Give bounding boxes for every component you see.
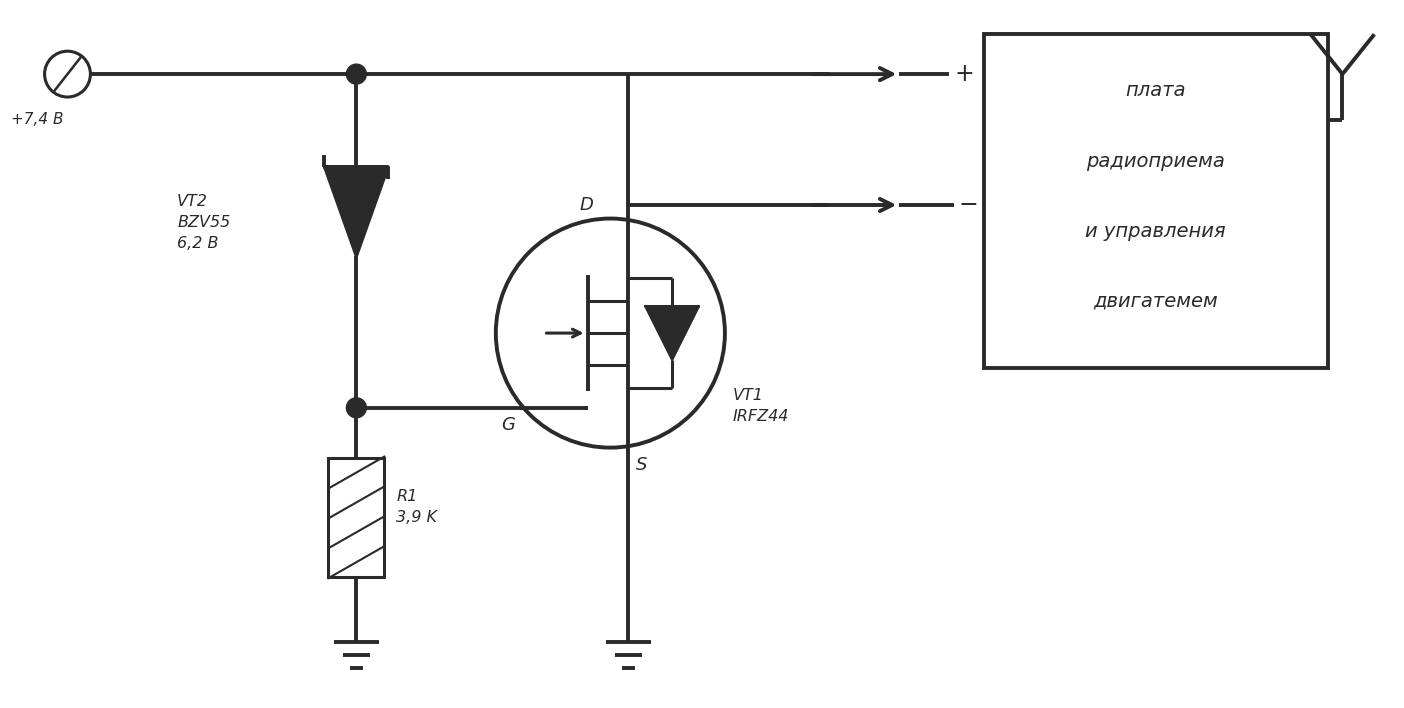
Polygon shape [324, 167, 389, 256]
Text: +7,4 В: +7,4 В [11, 112, 63, 127]
Bar [984, 34, 1328, 368]
Text: S: S [636, 456, 647, 474]
Text: двигатемем: двигатемем [1094, 292, 1219, 311]
Text: плата: плата [1126, 81, 1186, 101]
Text: и управления: и управления [1085, 222, 1226, 241]
Bar [329, 457, 385, 577]
Text: VT1
IRFZ44: VT1 IRFZ44 [733, 388, 789, 424]
Text: D: D [580, 196, 594, 214]
Text: радиоприема: радиоприема [1087, 152, 1226, 171]
Text: R1
3,9 K: R1 3,9 K [396, 489, 437, 525]
Circle shape [347, 398, 366, 418]
Circle shape [347, 64, 366, 84]
Polygon shape [646, 306, 699, 360]
Text: G: G [501, 416, 515, 434]
Text: VT2
BZV55
6,2 В: VT2 BZV55 6,2 В [177, 193, 230, 251]
Text: −: − [959, 193, 979, 217]
Text: +: + [953, 62, 974, 86]
